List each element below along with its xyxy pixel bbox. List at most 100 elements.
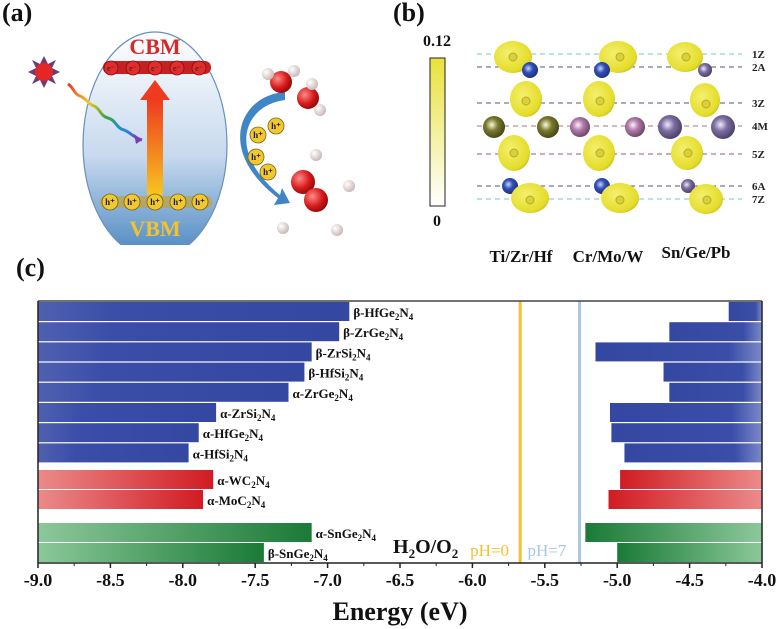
bar-label: α-MoC2N4 [207, 493, 266, 510]
layer-label: 6A [752, 181, 766, 193]
vbm-bar [38, 443, 189, 463]
cbm-bar [585, 523, 762, 542]
column-label: Sn/Ge/Pb [662, 243, 731, 262]
colorbar-max-label: 0.12 [423, 33, 451, 50]
x-tick-label: -9.0 [24, 570, 53, 590]
panel-a-label: (a) [2, 0, 33, 27]
svg-text:e⁻: e⁻ [129, 64, 137, 73]
svg-text:h⁺: h⁺ [253, 130, 263, 140]
bar-label: α-ZrGe2N4 [293, 386, 354, 403]
svg-text:h⁺: h⁺ [150, 197, 160, 207]
cbm-bar [669, 382, 762, 402]
bar-label: α-SnGe2N4 [316, 526, 377, 543]
colorbar-min-label: 0 [433, 213, 441, 230]
svg-text:h⁺: h⁺ [195, 197, 205, 207]
bar-label: α-ZrSi2N4 [220, 406, 276, 423]
cbm-bar [609, 403, 762, 422]
vbm-bar [38, 382, 289, 402]
panel-b-label: (b) [393, 0, 425, 27]
panel-b-structure: 0.12 0 1Z 2A 3Z 4M 5Z 6A 7Z [423, 33, 769, 266]
bar-label: β-SnGe2N4 [268, 546, 328, 563]
vbm-bar [38, 403, 217, 422]
vbm-bar [38, 470, 214, 489]
svg-text:e⁻: e⁻ [107, 64, 115, 73]
column-label: Cr/Mo/W [573, 247, 644, 266]
x-tick-label: -4.5 [675, 570, 704, 590]
svg-text:e⁻: e⁻ [151, 64, 159, 73]
x-tick-label: -7.0 [313, 570, 342, 590]
layer-labels: 1Z 2A 3Z 4M 5Z 6A 7Z [752, 49, 769, 206]
layer-label: 5Z [752, 149, 765, 161]
svg-text:h⁺: h⁺ [263, 167, 273, 177]
cbm-bar [608, 490, 762, 509]
band-edge-chart: pH=0 pH=7 -9.0 -8.5 -8.0 -7.5 -7.0 -6.5 -6.0 -5.… [24, 300, 777, 626]
bar-label: α-HfGe2N4 [203, 426, 264, 443]
holes-band: h⁺ h⁺ h⁺ h⁺ h⁺ [101, 193, 209, 211]
cbm-bar [595, 342, 762, 362]
cbm-bar [611, 423, 762, 443]
vbm-bar [38, 362, 305, 382]
cbm-bar [663, 362, 762, 382]
x-tick-label: -4.0 [748, 570, 777, 590]
x-tick-label: -8.5 [96, 570, 125, 590]
vbm-bar [38, 490, 204, 509]
x-axis-label: Energy (eV) [332, 597, 467, 626]
x-tick-label: -5.5 [531, 570, 560, 590]
cbm-bar [624, 443, 762, 463]
annotation-h2o-o2: H2O/O2 [393, 536, 458, 561]
excitation-arrow-icon [140, 80, 170, 195]
structure-column-3 [658, 42, 735, 214]
panel-a-schematic: CBM VBM e⁻ e⁻ e⁻ e⁻ e⁻ h⁺ h⁺ h⁺ h⁺ h⁺ [28, 31, 355, 245]
layer-label: 1Z [752, 49, 765, 61]
svg-text:h⁺: h⁺ [173, 197, 183, 207]
bar-label: α-HfSi2N4 [193, 446, 249, 463]
bar-label: β-HfSi2N4 [308, 366, 363, 383]
structure-column-2 [570, 41, 645, 213]
oxygen-molecule-icon [291, 170, 328, 212]
vbm-bar [38, 423, 199, 443]
svg-text:h⁺: h⁺ [251, 152, 261, 162]
colorbar [429, 57, 446, 207]
cbm-bar [620, 470, 762, 489]
bar-label: α-WC2N4 [217, 473, 270, 490]
layer-label: 2A [752, 62, 766, 74]
cbm-bar [728, 302, 762, 321]
x-tick-label: -7.5 [241, 570, 270, 590]
svg-text:h⁺: h⁺ [127, 197, 137, 207]
layer-label: 4M [752, 121, 769, 133]
electrons: e⁻ e⁻ e⁻ e⁻ e⁻ [103, 60, 207, 76]
x-tick-label: -8.0 [169, 570, 198, 590]
panel-c-label: (c) [16, 253, 45, 282]
column-label: Ti/Zr/Hf [490, 247, 553, 266]
x-tick-label: -5.0 [603, 570, 632, 590]
hole-transfer-arrow-icon [240, 92, 290, 205]
sun-icon [28, 56, 60, 88]
layer-label: 3Z [752, 98, 765, 110]
structure-column-1 [483, 41, 559, 213]
svg-text:e⁻: e⁻ [173, 64, 181, 73]
water-molecule-icon [262, 65, 300, 93]
cbm-bar [617, 543, 762, 562]
vbm-bar [38, 322, 340, 342]
proton-icons [277, 149, 355, 236]
reference-line-label: pH=0 [470, 541, 509, 560]
bar-label: β-ZrGe2N4 [343, 325, 403, 342]
vbm-bar [38, 523, 312, 542]
water-molecule-icon [297, 78, 326, 116]
svg-text:e⁻: e⁻ [195, 64, 203, 73]
light-wave-icon [67, 82, 143, 142]
svg-text:h⁺: h⁺ [271, 121, 281, 131]
cbm-label: CBM [129, 34, 181, 59]
vbm-bar [38, 302, 350, 321]
bar-label: β-ZrSi2N4 [316, 345, 371, 362]
x-tick-label: -6.0 [458, 570, 487, 590]
cbm-bar [669, 322, 762, 342]
svg-text:h⁺: h⁺ [105, 197, 115, 207]
layer-label: 7Z [752, 194, 765, 206]
vbm-label: VBM [129, 216, 181, 241]
reference-line-label: pH=7 [528, 541, 567, 560]
vbm-bar [38, 342, 312, 362]
x-tick-label: -6.5 [386, 570, 415, 590]
bar-label: β-HfGe2N4 [353, 305, 413, 322]
holes-migrating: h⁺ h⁺ h⁺ h⁺ [247, 117, 285, 181]
